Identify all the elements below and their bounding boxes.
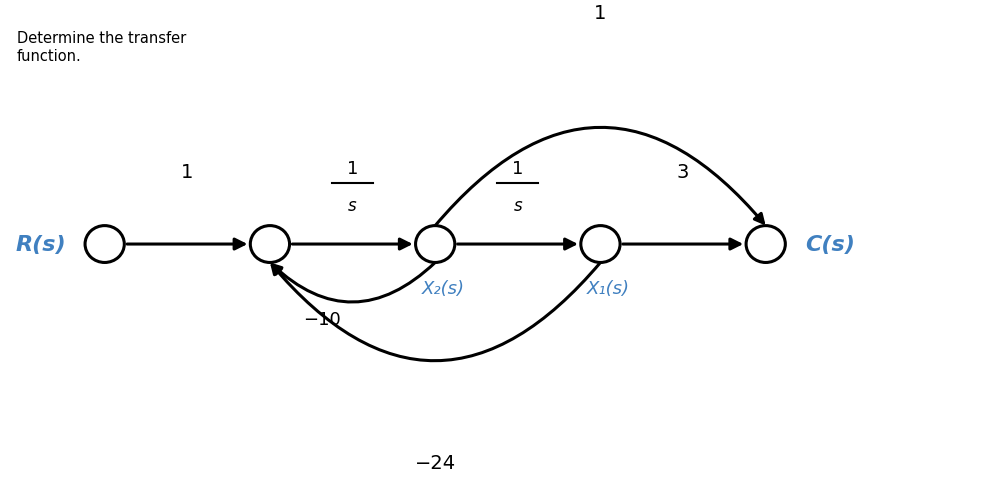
Text: −10: −10 <box>303 311 340 329</box>
Text: s: s <box>514 197 523 215</box>
Ellipse shape <box>581 226 620 263</box>
Text: C(s): C(s) <box>805 235 855 254</box>
Text: 1: 1 <box>512 160 523 178</box>
Ellipse shape <box>250 226 289 263</box>
FancyArrowPatch shape <box>435 128 764 226</box>
Text: s: s <box>348 197 357 215</box>
Text: Determine the transfer
function.: Determine the transfer function. <box>17 31 186 64</box>
Ellipse shape <box>85 226 124 263</box>
Text: X₂(s): X₂(s) <box>422 280 465 298</box>
Text: 3: 3 <box>677 163 689 182</box>
Text: 1: 1 <box>181 163 194 182</box>
FancyArrowPatch shape <box>273 263 600 361</box>
Text: 1: 1 <box>347 160 358 178</box>
Text: −24: −24 <box>414 454 456 472</box>
Text: X₁(s): X₁(s) <box>587 280 630 298</box>
Text: R(s): R(s) <box>16 235 66 254</box>
Ellipse shape <box>415 226 455 263</box>
Ellipse shape <box>746 226 785 263</box>
FancyArrowPatch shape <box>273 263 435 302</box>
Text: 1: 1 <box>594 4 607 23</box>
